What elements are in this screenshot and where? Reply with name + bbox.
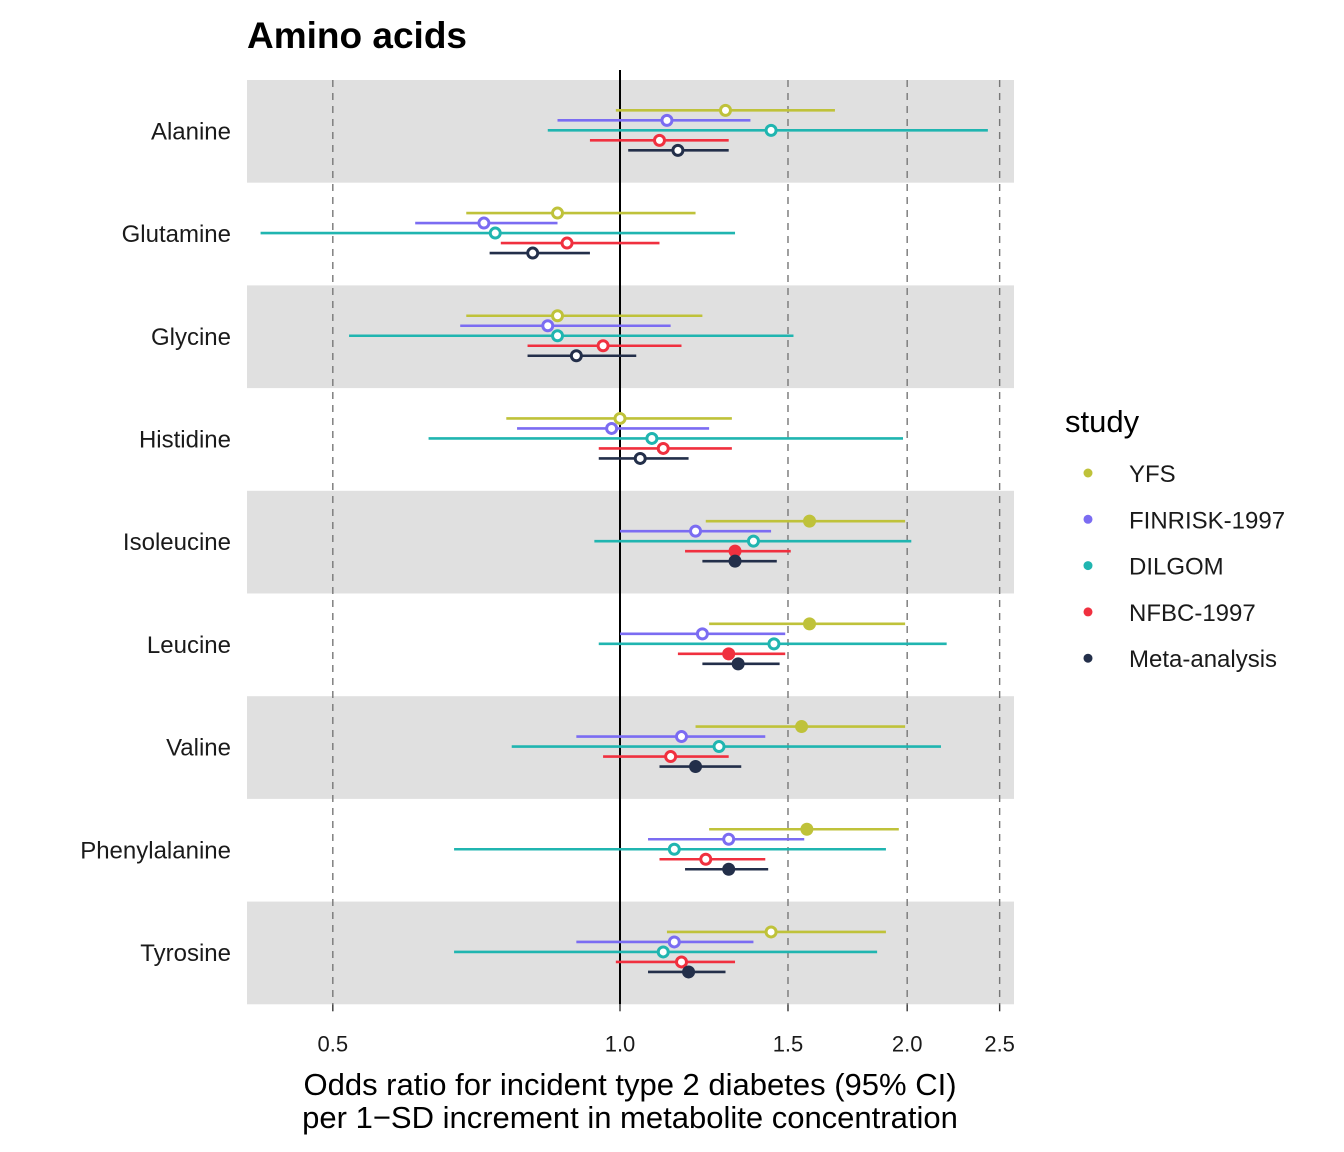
point-estimate (596, 339, 610, 353)
point-estimate (664, 750, 678, 764)
point-estimate (795, 720, 809, 734)
legend-label: DILGOM (1129, 554, 1224, 581)
legend-key (1083, 514, 1093, 524)
point-estimate (667, 935, 681, 949)
chart-title: Amino acids (247, 15, 467, 56)
point-estimate (560, 236, 574, 250)
x-tick-label: 2.0 (892, 1031, 923, 1056)
point-estimate (674, 730, 688, 744)
legend-key (1083, 468, 1093, 478)
point-estimate (767, 637, 781, 651)
legend: study YFS FINRISK-1997 DILGOM NFBC-1997 Meta… (1065, 404, 1285, 673)
point-estimate (731, 657, 745, 671)
y-tick-label: Valine (166, 735, 231, 762)
point-estimate (728, 554, 742, 568)
y-tick-label: Alanine (151, 118, 231, 145)
y-axis-labels: Alanine Glutamine Glycine Histidine Isoleuci… (80, 118, 231, 967)
point-estimate (671, 143, 685, 157)
point-estimate (551, 206, 565, 220)
y-tick-label: Histidine (139, 426, 231, 453)
point-estimate (764, 123, 778, 137)
point-estimate (689, 760, 703, 774)
legend-title: study (1065, 404, 1140, 439)
point-estimate (569, 349, 583, 363)
point-estimate (645, 431, 659, 445)
point-estimate (682, 965, 696, 979)
point-estimate (722, 832, 736, 846)
x-tick-label: 2.5 (984, 1031, 1015, 1056)
legend-key (1083, 607, 1093, 617)
point-estimate (728, 544, 742, 558)
point-estimate (764, 925, 778, 939)
point-estimate (613, 411, 627, 425)
legend-label: NFBC-1997 (1129, 600, 1256, 627)
point-estimate (652, 133, 666, 147)
x-tick-label: 0.5 (318, 1031, 349, 1056)
point-estimate (803, 514, 817, 528)
data-rows (260, 103, 988, 979)
y-tick-label: Leucine (147, 632, 231, 659)
legend-label: YFS (1129, 461, 1176, 488)
point-estimate (746, 534, 760, 548)
point-estimate (800, 822, 814, 836)
point-estimate (551, 329, 565, 343)
y-tick-label: Tyrosine (140, 940, 231, 967)
point-estimate (719, 103, 733, 117)
legend-key (1083, 561, 1093, 571)
x-axis-ticks: 0.5 1.0 1.5 2.0 2.5 (318, 1004, 1015, 1056)
point-estimate (695, 627, 709, 641)
y-tick-label: Glutamine (122, 221, 231, 248)
x-tick-label: 1.5 (773, 1031, 804, 1056)
x-axis-label-line-2: per 1−SD increment in metabolite concent… (302, 1100, 958, 1135)
point-estimate (551, 309, 565, 323)
y-tick-label: Isoleucine (123, 529, 231, 556)
point-estimate (722, 647, 736, 661)
legend-label: Meta-analysis (1129, 646, 1277, 673)
point-estimate (803, 617, 817, 631)
legend-label: FINRISK-1997 (1129, 507, 1285, 534)
point-estimate (660, 113, 674, 127)
point-estimate (656, 441, 670, 455)
legend-key (1083, 653, 1093, 663)
point-estimate (656, 945, 670, 959)
point-estimate (477, 216, 491, 230)
point-estimate (699, 852, 713, 866)
x-axis-label-line-1: Odds ratio for incident type 2 diabetes … (303, 1067, 956, 1102)
y-tick-label: Phenylalanine (80, 837, 231, 864)
point-estimate (689, 524, 703, 538)
point-estimate (722, 862, 736, 876)
point-estimate (712, 740, 726, 754)
point-estimate (488, 226, 502, 240)
point-estimate (633, 451, 647, 465)
y-tick-label: Glycine (151, 324, 231, 351)
x-tick-label: 1.0 (605, 1031, 636, 1056)
point-estimate (605, 421, 619, 435)
point-estimate (667, 842, 681, 856)
point-estimate (526, 246, 540, 260)
point-estimate (674, 955, 688, 969)
point-estimate (541, 319, 555, 333)
